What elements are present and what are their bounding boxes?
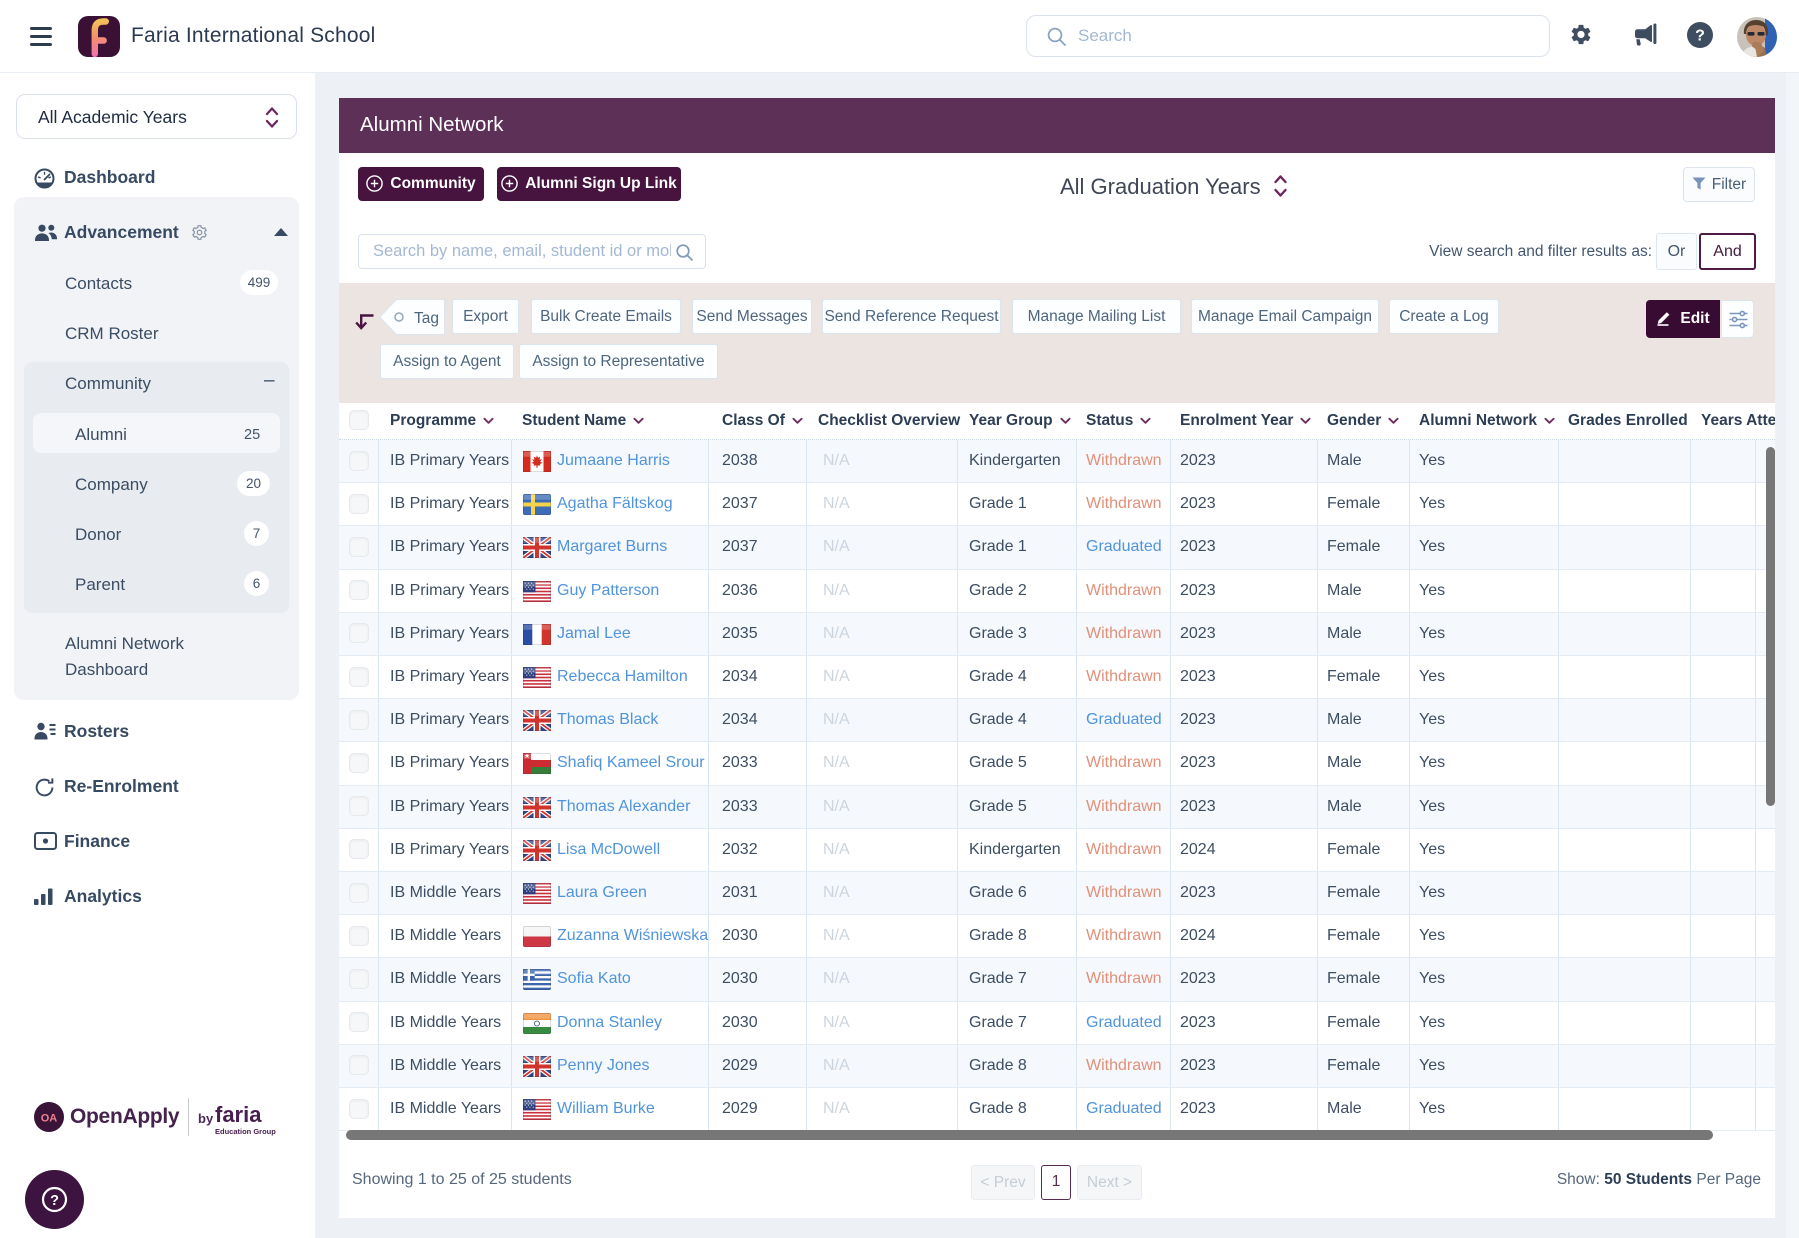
svg-text:?: ? <box>50 1193 59 1209</box>
svg-text:OA: OA <box>41 1113 58 1125</box>
svg-text:Tag: Tag <box>414 310 439 327</box>
svg-text:?: ? <box>1695 28 1705 45</box>
